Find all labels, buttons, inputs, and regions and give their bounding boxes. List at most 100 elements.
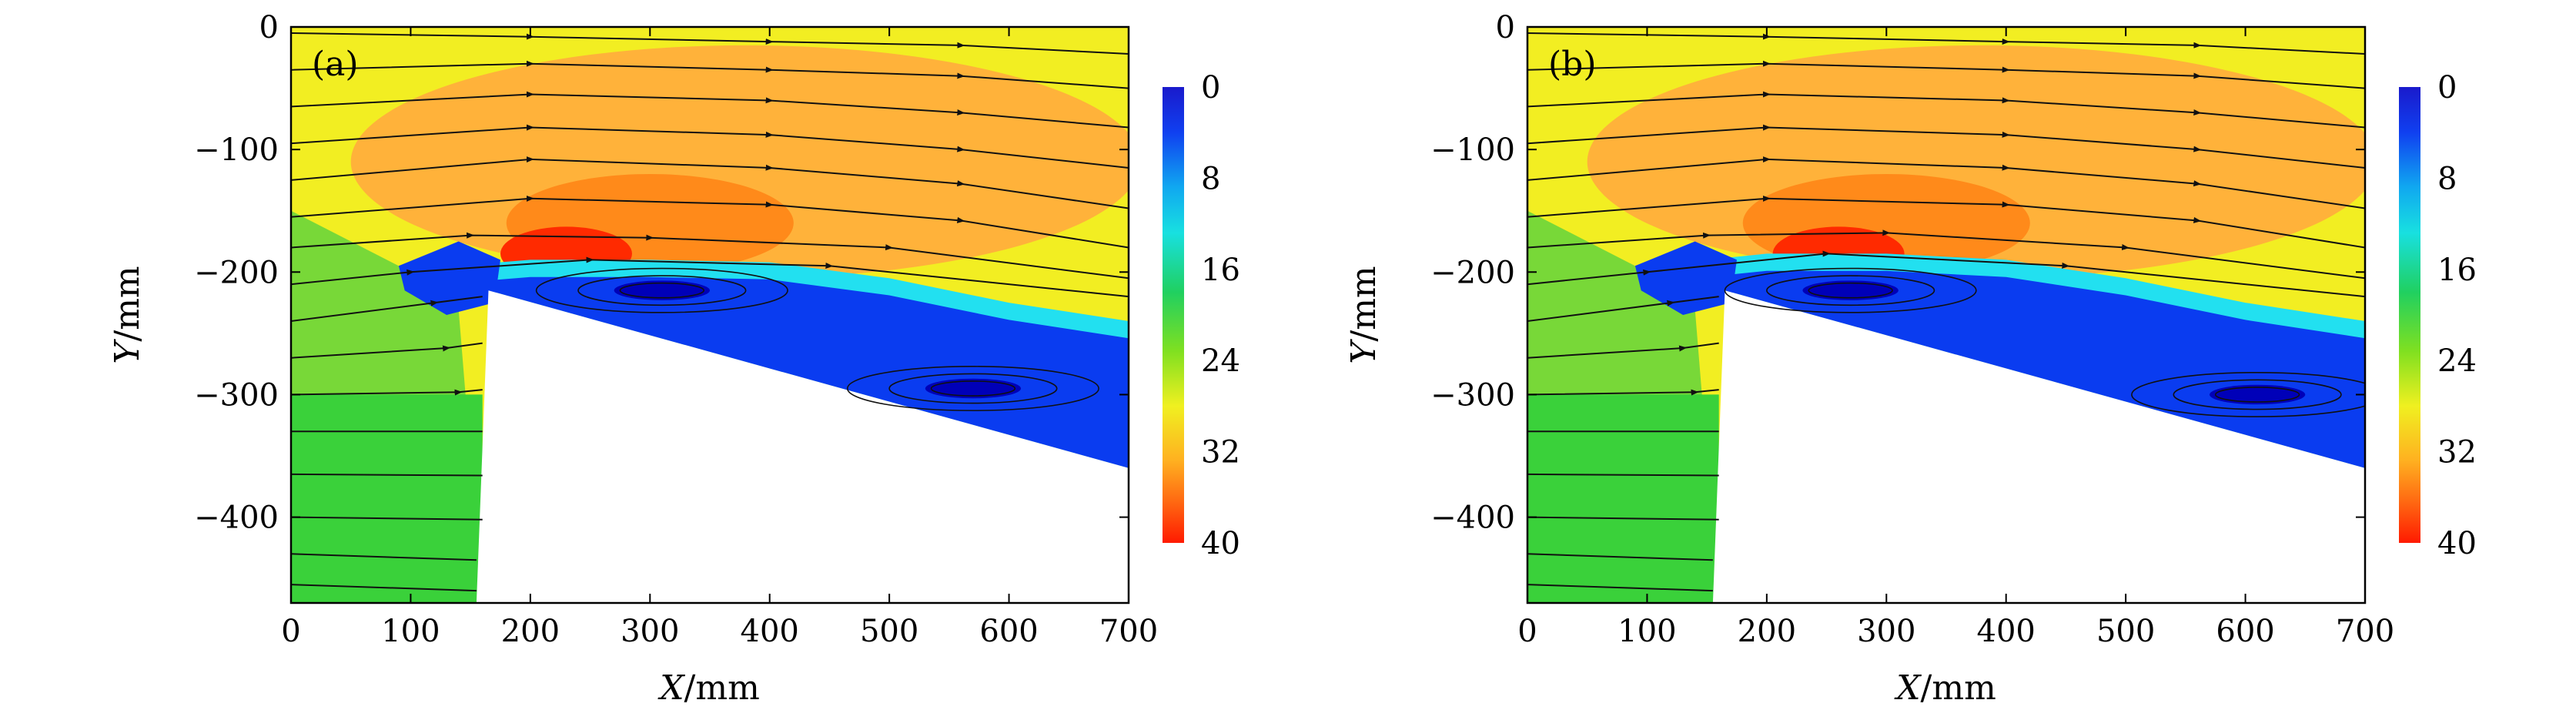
y-tick-label: −200	[1430, 255, 1515, 290]
streamline	[291, 232, 1129, 280]
streamline	[1527, 389, 1719, 396]
streamline	[291, 91, 1129, 129]
x-tick-label: 100	[1618, 614, 1676, 649]
x-tick-label: 700	[1099, 614, 1158, 649]
y-tick-label: −400	[194, 501, 279, 536]
streamline	[291, 473, 483, 477]
field-green-lower	[291, 394, 483, 603]
streamline	[1527, 516, 1719, 521]
y-axis-title: Y/mm	[108, 266, 147, 363]
x-tick-label: 400	[1977, 614, 2036, 649]
streamline	[1527, 473, 1719, 477]
recirculation-streamline	[846, 366, 1099, 411]
y-tick-label: −100	[1430, 132, 1515, 168]
y-tick-label: 0	[1496, 10, 1515, 45]
y-tick-label: −200	[194, 255, 279, 290]
recirculation-core	[925, 378, 1022, 399]
x-tick-label: 0	[1517, 614, 1537, 649]
colorbar-gradient	[1163, 87, 1184, 543]
streamline	[1527, 60, 2365, 89]
axes-border	[289, 25, 1130, 604]
recirculation-core	[2209, 384, 2306, 405]
colorbar-tick-label: 0	[2437, 70, 2457, 105]
model-body	[1712, 290, 2365, 603]
recirculation-streamline	[2131, 372, 2365, 417]
x-tick-label: 400	[741, 614, 799, 649]
x-tick-label: 600	[2216, 614, 2274, 649]
colorbar-tick-label: 16	[1201, 253, 1240, 288]
recirculation-streamline	[2173, 379, 2342, 410]
colorbar: 0 8 16 24 32 40	[2399, 70, 2477, 561]
x-tick-label: 300	[621, 614, 679, 649]
field-separation-bubble	[410, 276, 1129, 468]
recirculation-streamline	[930, 380, 1016, 397]
recirculation-core	[614, 280, 710, 300]
colorbar-tick-label: 24	[1201, 343, 1240, 379]
x-tick-label: 100	[381, 614, 440, 649]
panel-label: (b)	[1548, 45, 1597, 84]
model-body	[476, 290, 1129, 603]
recirculation-core	[1802, 280, 1899, 300]
streamline	[1527, 156, 2365, 209]
x-tick-label: 700	[2336, 614, 2394, 649]
recirculation-streamline	[577, 275, 747, 306]
x-tick-label: 500	[860, 614, 918, 649]
recirculation-streamline	[1766, 275, 1935, 306]
x-axis-title: X/mm	[1894, 668, 1996, 708]
streamline	[291, 342, 483, 359]
streamline	[291, 156, 1129, 209]
streamline	[1527, 32, 2365, 55]
recirculation-streamline	[535, 267, 788, 313]
colorbar-tick-label: 24	[2437, 343, 2477, 379]
y-axis-title: Y/mm	[1344, 266, 1383, 363]
streamline	[1527, 124, 2365, 169]
streamline	[291, 195, 1129, 249]
streamline	[1527, 229, 2365, 280]
colorbar-tick-label: 32	[2437, 435, 2477, 471]
recirculation-streamline	[1808, 282, 1893, 299]
colorbar-tick-label: 0	[1201, 70, 1220, 105]
x-tick-label: 600	[979, 614, 1038, 649]
streamline	[291, 256, 1129, 298]
recirculation-streamline	[619, 282, 705, 299]
y-tick-label: 0	[259, 10, 279, 45]
colorbar-tick-label: 8	[1201, 161, 1220, 196]
streamline	[291, 553, 477, 561]
colorbar-gradient	[2399, 87, 2420, 543]
ticks: 0 100 200 300 400 500 600 700 0 −100 −200 −300 −400	[194, 10, 1158, 649]
streamline	[1527, 250, 2365, 298]
streamline	[1527, 195, 2365, 249]
streamline	[291, 584, 477, 592]
colorbar-tick-label: 32	[1201, 435, 1240, 471]
streamline	[1527, 296, 1719, 322]
streamline	[291, 389, 483, 396]
field-separation-bubble	[1647, 270, 2365, 468]
recirculation-streamline	[2214, 387, 2300, 403]
plot-area	[1527, 27, 2365, 603]
x-axis-title: X/mm	[657, 668, 760, 708]
y-tick-label: −100	[194, 132, 279, 168]
streamline	[1527, 553, 1713, 561]
colorbar-tick-label: 8	[2437, 161, 2457, 196]
plot-area	[291, 27, 1129, 603]
axes-frame	[1526, 25, 2367, 604]
streamline	[291, 124, 1129, 169]
panel-a: 0 100 200 300 400 500 600 7000−100−200−300−400 …	[108, 10, 1240, 708]
streamline	[1527, 342, 1719, 359]
streamline	[1527, 91, 2365, 129]
colorbar-tick-label: 40	[2437, 526, 2477, 561]
colorbar-tick-label: 40	[1201, 526, 1240, 561]
colorbar-tick-label: 16	[2437, 253, 2477, 288]
y-tick-label: −400	[1430, 501, 1515, 536]
colorbar: 0 8 16 24 32 40	[1163, 70, 1240, 561]
panel-b: 0 100 200 300 400 500 600 7000−100−200−300−400 …	[1344, 10, 2477, 708]
recirculation-streamline	[1724, 267, 1977, 313]
axes-border	[1526, 25, 2367, 604]
y-tick-label: −300	[194, 377, 279, 413]
x-tick-label: 300	[1857, 614, 1915, 649]
x-tick-label: 200	[1738, 614, 1796, 649]
axes-frame	[289, 25, 1130, 604]
panel-label: (a)	[312, 45, 359, 84]
streamline	[291, 516, 483, 521]
recirculation-streamline	[888, 373, 1058, 404]
